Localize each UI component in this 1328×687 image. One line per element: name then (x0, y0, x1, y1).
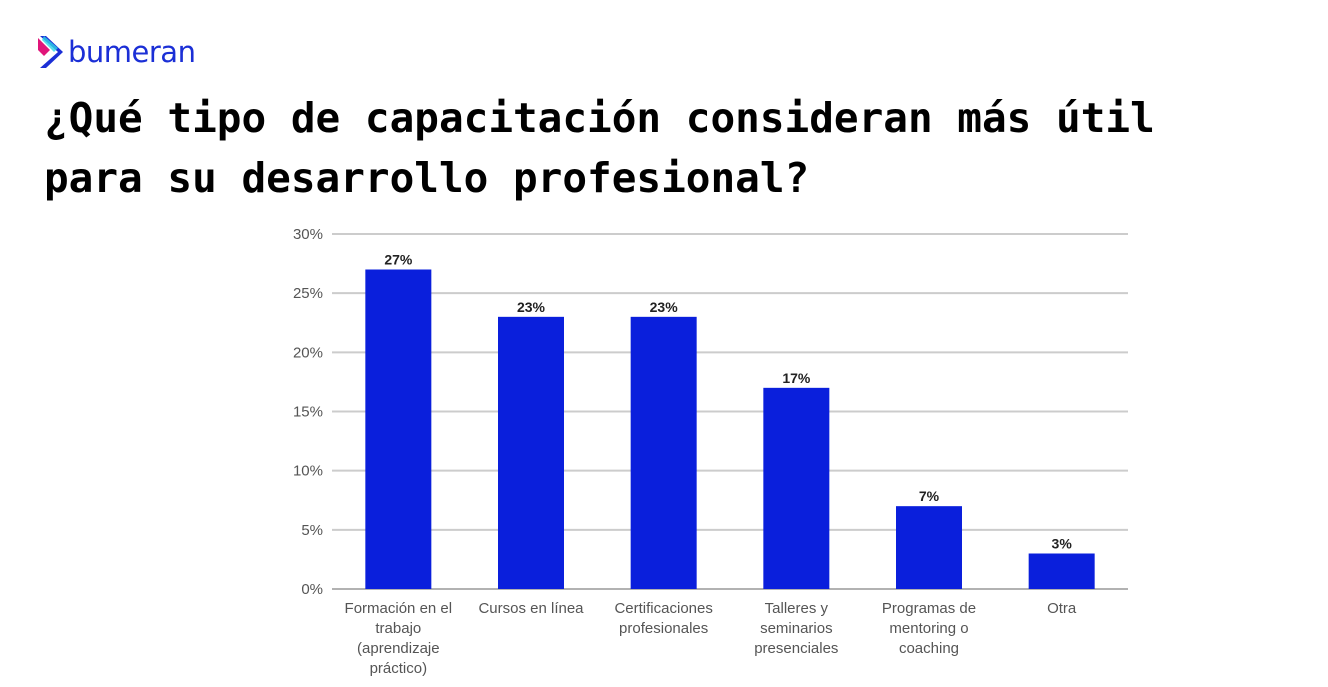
x-tick-label: coaching (899, 640, 959, 657)
y-tick-label: 25% (293, 285, 323, 302)
data-label: 7% (919, 488, 940, 504)
bumeran-logo: bumeran (36, 34, 196, 70)
y-tick-label: 15% (293, 404, 323, 421)
bar (763, 387, 830, 589)
x-tick-label: práctico) (370, 660, 428, 677)
x-tick-label: trabajo (375, 620, 421, 637)
x-tick-label: mentoring o (889, 620, 968, 637)
bar (365, 269, 432, 589)
x-tick-label: Talleres y (765, 600, 829, 617)
page-title: ¿Qué tipo de capacitación consideran más… (44, 94, 1155, 202)
x-tick-label: Formación en el (345, 600, 453, 617)
data-label: 3% (1052, 536, 1073, 552)
x-tick-label: seminarios (760, 620, 833, 637)
x-tick-label: profesionales (619, 620, 708, 637)
bar (498, 316, 564, 589)
bar (1028, 553, 1095, 589)
y-tick-label: 5% (301, 522, 323, 539)
data-label: 23% (517, 299, 546, 315)
x-tick-label: presenciales (754, 640, 838, 657)
bar (630, 316, 697, 589)
y-tick-label: 0% (301, 581, 323, 598)
bumeran-logo-icon (38, 36, 63, 68)
bar (896, 506, 962, 589)
data-label: 23% (650, 299, 679, 315)
x-tick-label: Certificaciones (614, 600, 712, 617)
y-tick-label: 30% (293, 226, 323, 243)
data-label: 27% (384, 252, 413, 268)
y-tick-label: 10% (293, 463, 323, 480)
brand-name: bumeran (68, 35, 196, 69)
data-label: 17% (782, 370, 811, 386)
x-tick-label: Otra (1047, 600, 1077, 617)
x-tick-label: Cursos en línea (478, 600, 584, 617)
y-tick-label: 20% (293, 344, 323, 361)
x-tick-label: (aprendizaje (357, 640, 440, 657)
x-tick-label: Programas de (882, 600, 976, 617)
